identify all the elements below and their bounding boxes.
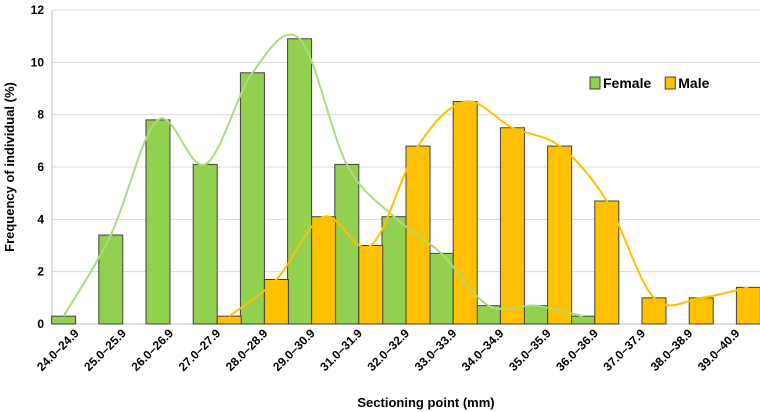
bar-male <box>547 145 573 325</box>
x-tick-label: 24.0–24.9 <box>34 326 82 374</box>
legend-swatch-female <box>589 76 601 90</box>
x-axis-title: Sectioning point (mm) <box>357 395 494 410</box>
bar-male <box>216 315 242 325</box>
x-tick-label: 33.0–33.9 <box>412 326 460 374</box>
y-tick-label: 2 <box>37 265 44 279</box>
y-tick-label: 8 <box>37 108 44 122</box>
legend-swatch-male <box>664 76 676 90</box>
x-tick-label: 31.0–31.9 <box>317 326 365 374</box>
bar-female <box>334 163 360 325</box>
x-tick-label: 35.0–35.9 <box>506 326 554 374</box>
x-tick-label: 26.0–26.9 <box>128 326 176 374</box>
y-tick-label: 6 <box>37 160 44 174</box>
x-tick-label: 25.0–25.9 <box>81 326 129 374</box>
bar-male <box>688 297 714 325</box>
trend-line-female <box>62 33 584 318</box>
trend-line-male <box>228 100 749 317</box>
x-tick-label: 37.0–37.9 <box>600 326 648 374</box>
legend-label-male: Male <box>678 75 709 91</box>
bar-female <box>98 234 124 325</box>
bar-male <box>594 200 620 325</box>
x-tick-label: 34.0–34.9 <box>459 326 507 374</box>
bar-male <box>499 127 525 325</box>
bar-female <box>523 305 549 325</box>
x-tick-label: 28.0–28.9 <box>223 326 271 374</box>
y-axis-title: Frequency of individual (%) <box>2 82 17 252</box>
y-tick-label: 10 <box>31 55 45 69</box>
bar-male <box>358 245 384 325</box>
x-tick-label: 39.0–40.9 <box>695 326 743 374</box>
y-tick-label: 12 <box>31 3 45 17</box>
x-tick-label: 32.0–32.9 <box>364 326 412 374</box>
y-tick-label: 0 <box>37 317 44 331</box>
bar-female <box>381 216 407 325</box>
bar-male <box>641 297 667 325</box>
bar-female <box>287 38 313 325</box>
x-tick-label: 36.0–36.9 <box>553 326 601 374</box>
bar-female <box>51 315 77 325</box>
legend-label-female: Female <box>603 75 651 91</box>
y-tick-label: 4 <box>37 212 44 226</box>
x-tick-label: 29.0–30.9 <box>270 326 318 374</box>
bar-male <box>311 216 337 325</box>
bar-male <box>735 286 760 325</box>
bar-female <box>239 72 265 325</box>
bar-female <box>570 315 596 325</box>
x-tick-label: 27.0–27.9 <box>176 326 224 374</box>
x-tick-label: 38.0–38.9 <box>648 326 696 374</box>
bar-male <box>452 101 478 325</box>
bar-female <box>192 163 218 325</box>
bar-female <box>145 119 171 325</box>
